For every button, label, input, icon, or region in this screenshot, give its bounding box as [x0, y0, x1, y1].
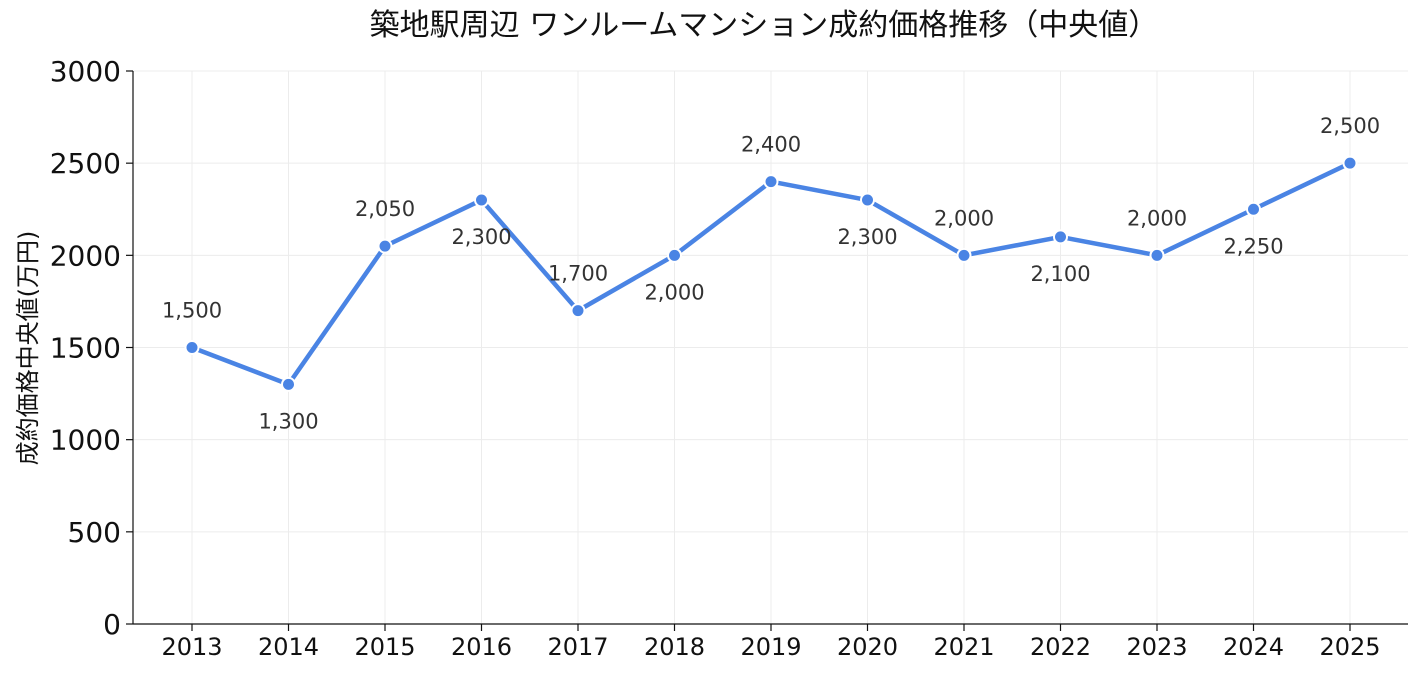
data-label: 2,000 [644, 280, 704, 304]
data-point [474, 192, 489, 208]
x-tick-label: 2024 [1223, 633, 1284, 661]
data-label: 2,100 [1030, 262, 1090, 286]
x-tick-label: 2020 [837, 633, 898, 661]
x-tick-label: 2021 [933, 633, 994, 661]
data-point [763, 174, 779, 190]
data-labels: 1,500 1,300 2,050 2,300 1,700 2,000 2,400 2,300… [162, 114, 1380, 433]
data-point [570, 303, 586, 319]
data-label: 2,050 [355, 197, 415, 221]
data-label: 1,500 [162, 299, 222, 323]
data-point [1342, 155, 1358, 171]
x-tick-label: 2022 [1030, 633, 1091, 661]
data-label: 2,000 [934, 206, 994, 230]
y-tick-label: 3000 [50, 55, 121, 88]
y-tick-label: 500 [68, 516, 121, 549]
data-label: 2,400 [741, 133, 801, 157]
data-point [184, 340, 200, 355]
data-point [1246, 201, 1261, 217]
data-label: 2,500 [1320, 114, 1380, 138]
x-tick-label: 2023 [1126, 633, 1187, 661]
data-label: 2,250 [1223, 234, 1283, 258]
y-tick-label: 1000 [50, 424, 121, 457]
y-tick-label: 2000 [50, 239, 121, 272]
chart-title: 築地駅周辺 ワンルームマンション成約価格推移（中央値） [370, 8, 1159, 43]
y-tick-label: 2500 [50, 147, 121, 180]
x-tick-label: 2017 [547, 633, 608, 661]
data-point [956, 247, 972, 263]
x-tick-label: 2013 [161, 633, 222, 661]
x-tick-label: 2016 [451, 633, 512, 661]
series [184, 155, 1358, 392]
data-point [281, 376, 296, 392]
x-tick-label: 2014 [258, 633, 319, 661]
y-tick-label: 1500 [50, 332, 121, 365]
grid-lines [133, 70, 1408, 624]
data-label: 2,000 [1127, 206, 1187, 230]
data-label: 2,300 [451, 225, 511, 249]
x-tick-label: 2015 [354, 633, 415, 661]
x-tick-label: 2018 [644, 633, 705, 661]
data-label: 1,300 [258, 409, 318, 433]
data-label: 1,700 [548, 262, 608, 286]
data-point [667, 247, 682, 263]
y-tick-label: 0 [103, 608, 121, 641]
data-point [1149, 247, 1165, 263]
data-point [377, 238, 393, 254]
data-point [1053, 229, 1068, 245]
x-tick-label: 2025 [1319, 633, 1380, 661]
y-axis-label: 成約価格中央値(万円) [14, 231, 42, 466]
data-point [860, 192, 875, 208]
data-label: 2,300 [837, 225, 897, 249]
x-tick-label: 2019 [740, 633, 801, 661]
tick-labels: 0 500 1000 1500 2000 2500 3000 2013 2014 2015 2016… [50, 55, 1381, 661]
axes [126, 70, 1408, 631]
